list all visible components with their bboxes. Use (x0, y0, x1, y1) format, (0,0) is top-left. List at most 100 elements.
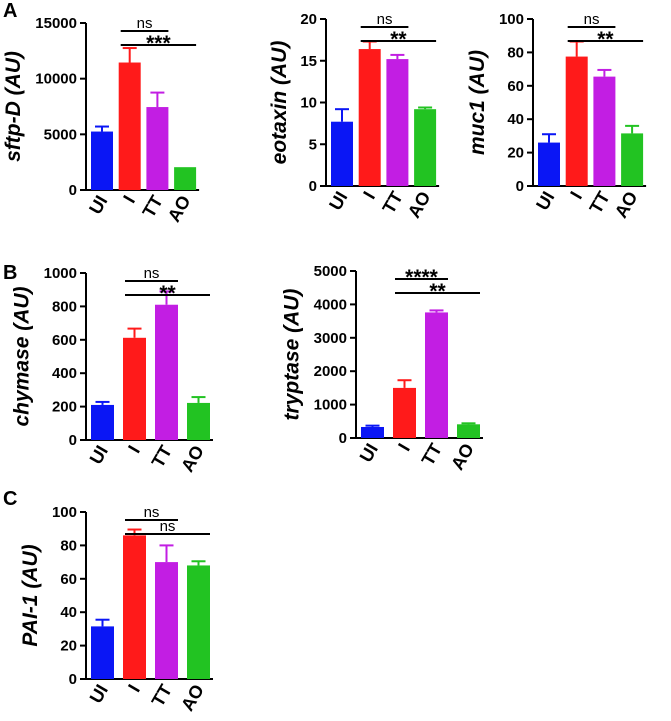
bar-tt (155, 304, 178, 440)
bar-ao (621, 133, 644, 186)
significance-label: ** (597, 28, 614, 51)
y-tick-label: 60 (507, 78, 524, 95)
y-tick-label: 0 (516, 178, 524, 195)
bar-i (118, 62, 141, 191)
bar-i (565, 56, 588, 187)
significance-label: ns (377, 11, 393, 28)
chart-3: 0 200 400 600 800 1000 chymase (AU) UI I TT AO **ns (11, 265, 213, 475)
y-tick-label: 5000 (314, 263, 347, 280)
y-tick-label: 100 (499, 11, 524, 28)
y-tick-label: 600 (52, 332, 77, 349)
category-label: I (124, 681, 144, 695)
bar-ui (91, 626, 114, 679)
y-tick-label: 80 (60, 537, 77, 554)
y-axis-label: tryptase (AU) (281, 289, 304, 421)
y-tick-label: 0 (69, 182, 77, 199)
category-label: I (394, 440, 414, 454)
y-tick-label: 15 (300, 53, 317, 70)
bar-ui (91, 404, 114, 440)
y-tick-label: 10 (300, 95, 317, 112)
y-axis-label: chymase (AU) (11, 286, 34, 426)
category-label: I (359, 188, 379, 202)
y-tick-label: 40 (60, 604, 77, 621)
y-tick-label: 80 (507, 44, 524, 61)
y-tick-label: 20 (507, 145, 524, 162)
bar-i (123, 535, 146, 679)
significance-label: ** (390, 28, 407, 51)
bar-ui (331, 121, 353, 186)
bar-ui (91, 131, 113, 190)
y-axis-label: eotaxin (AU) (268, 41, 291, 165)
bar-tt (593, 76, 616, 186)
bar-tt (386, 59, 409, 186)
category-label: AO (177, 442, 208, 475)
category-label: AO (164, 192, 195, 225)
bar-tt (425, 312, 448, 438)
bar-ao (187, 402, 210, 440)
category-label: TT (139, 192, 167, 221)
category-label: AO (177, 681, 208, 714)
chart-4: 0 1000 2000 3000 4000 5000 tryptase (AU) UI I TT A… (281, 263, 483, 473)
bar-i (123, 337, 146, 440)
significance-label: *** (146, 32, 171, 55)
significance-label: ns (584, 11, 600, 28)
y-tick-label: 10000 (35, 71, 77, 88)
y-tick-label: 0 (339, 430, 347, 447)
y-tick-label: 3000 (314, 330, 347, 347)
category-label: AO (611, 188, 642, 221)
y-tick-label: 400 (52, 365, 77, 382)
significance-label: ** (159, 282, 176, 305)
y-tick-label: 100 (52, 504, 77, 521)
category-label: AO (447, 440, 478, 473)
bar-tt (155, 562, 178, 679)
bar-ao (174, 167, 197, 190)
y-tick-label: 0 (69, 671, 77, 688)
category-label: I (566, 188, 586, 202)
y-tick-label: 5 (309, 136, 317, 153)
y-tick-label: 5000 (44, 126, 77, 143)
y-tick-label: 60 (60, 571, 77, 588)
category-label: UI (356, 440, 382, 466)
y-tick-label: 1000 (314, 397, 347, 414)
y-axis-label: muc1 (AU) (466, 50, 489, 155)
y-axis-label: PAI-1 (AU) (19, 544, 42, 646)
bar-tt (146, 107, 169, 190)
category-label: UI (532, 188, 558, 214)
y-tick-label: 0 (69, 432, 77, 449)
y-tick-label: 20 (300, 11, 317, 28)
significance-label: ns (160, 518, 176, 535)
bar-ao (414, 109, 437, 186)
bar-i (393, 387, 416, 438)
category-label: TT (148, 681, 176, 710)
significance-label: ns (137, 15, 153, 32)
bar-ao (457, 424, 480, 438)
category-label: I (119, 192, 139, 206)
significance-label: **** (405, 266, 439, 289)
panel-label-b: B (3, 262, 17, 284)
panel-label-c: C (3, 488, 17, 510)
y-tick-label: 0 (309, 178, 317, 195)
significance-label: ** (429, 280, 446, 303)
category-label: TT (418, 440, 446, 469)
category-label: TT (379, 188, 407, 217)
significance-label: ns (144, 265, 160, 282)
y-tick-label: 4000 (314, 296, 347, 313)
significance-label: ns (144, 504, 160, 521)
category-label: AO (404, 188, 435, 221)
category-label: UI (85, 192, 111, 218)
bar-ui (361, 426, 384, 438)
category-label: UI (325, 188, 351, 214)
y-axis-label: sftp-D (AU) (2, 51, 25, 162)
y-tick-label: 15000 (35, 15, 77, 32)
category-label: UI (86, 681, 112, 707)
panel-label-a: A (3, 0, 17, 22)
category-label: TT (586, 188, 614, 217)
y-tick-label: 2000 (314, 363, 347, 380)
y-tick-label: 200 (52, 399, 77, 416)
y-tick-label: 40 (507, 111, 524, 128)
